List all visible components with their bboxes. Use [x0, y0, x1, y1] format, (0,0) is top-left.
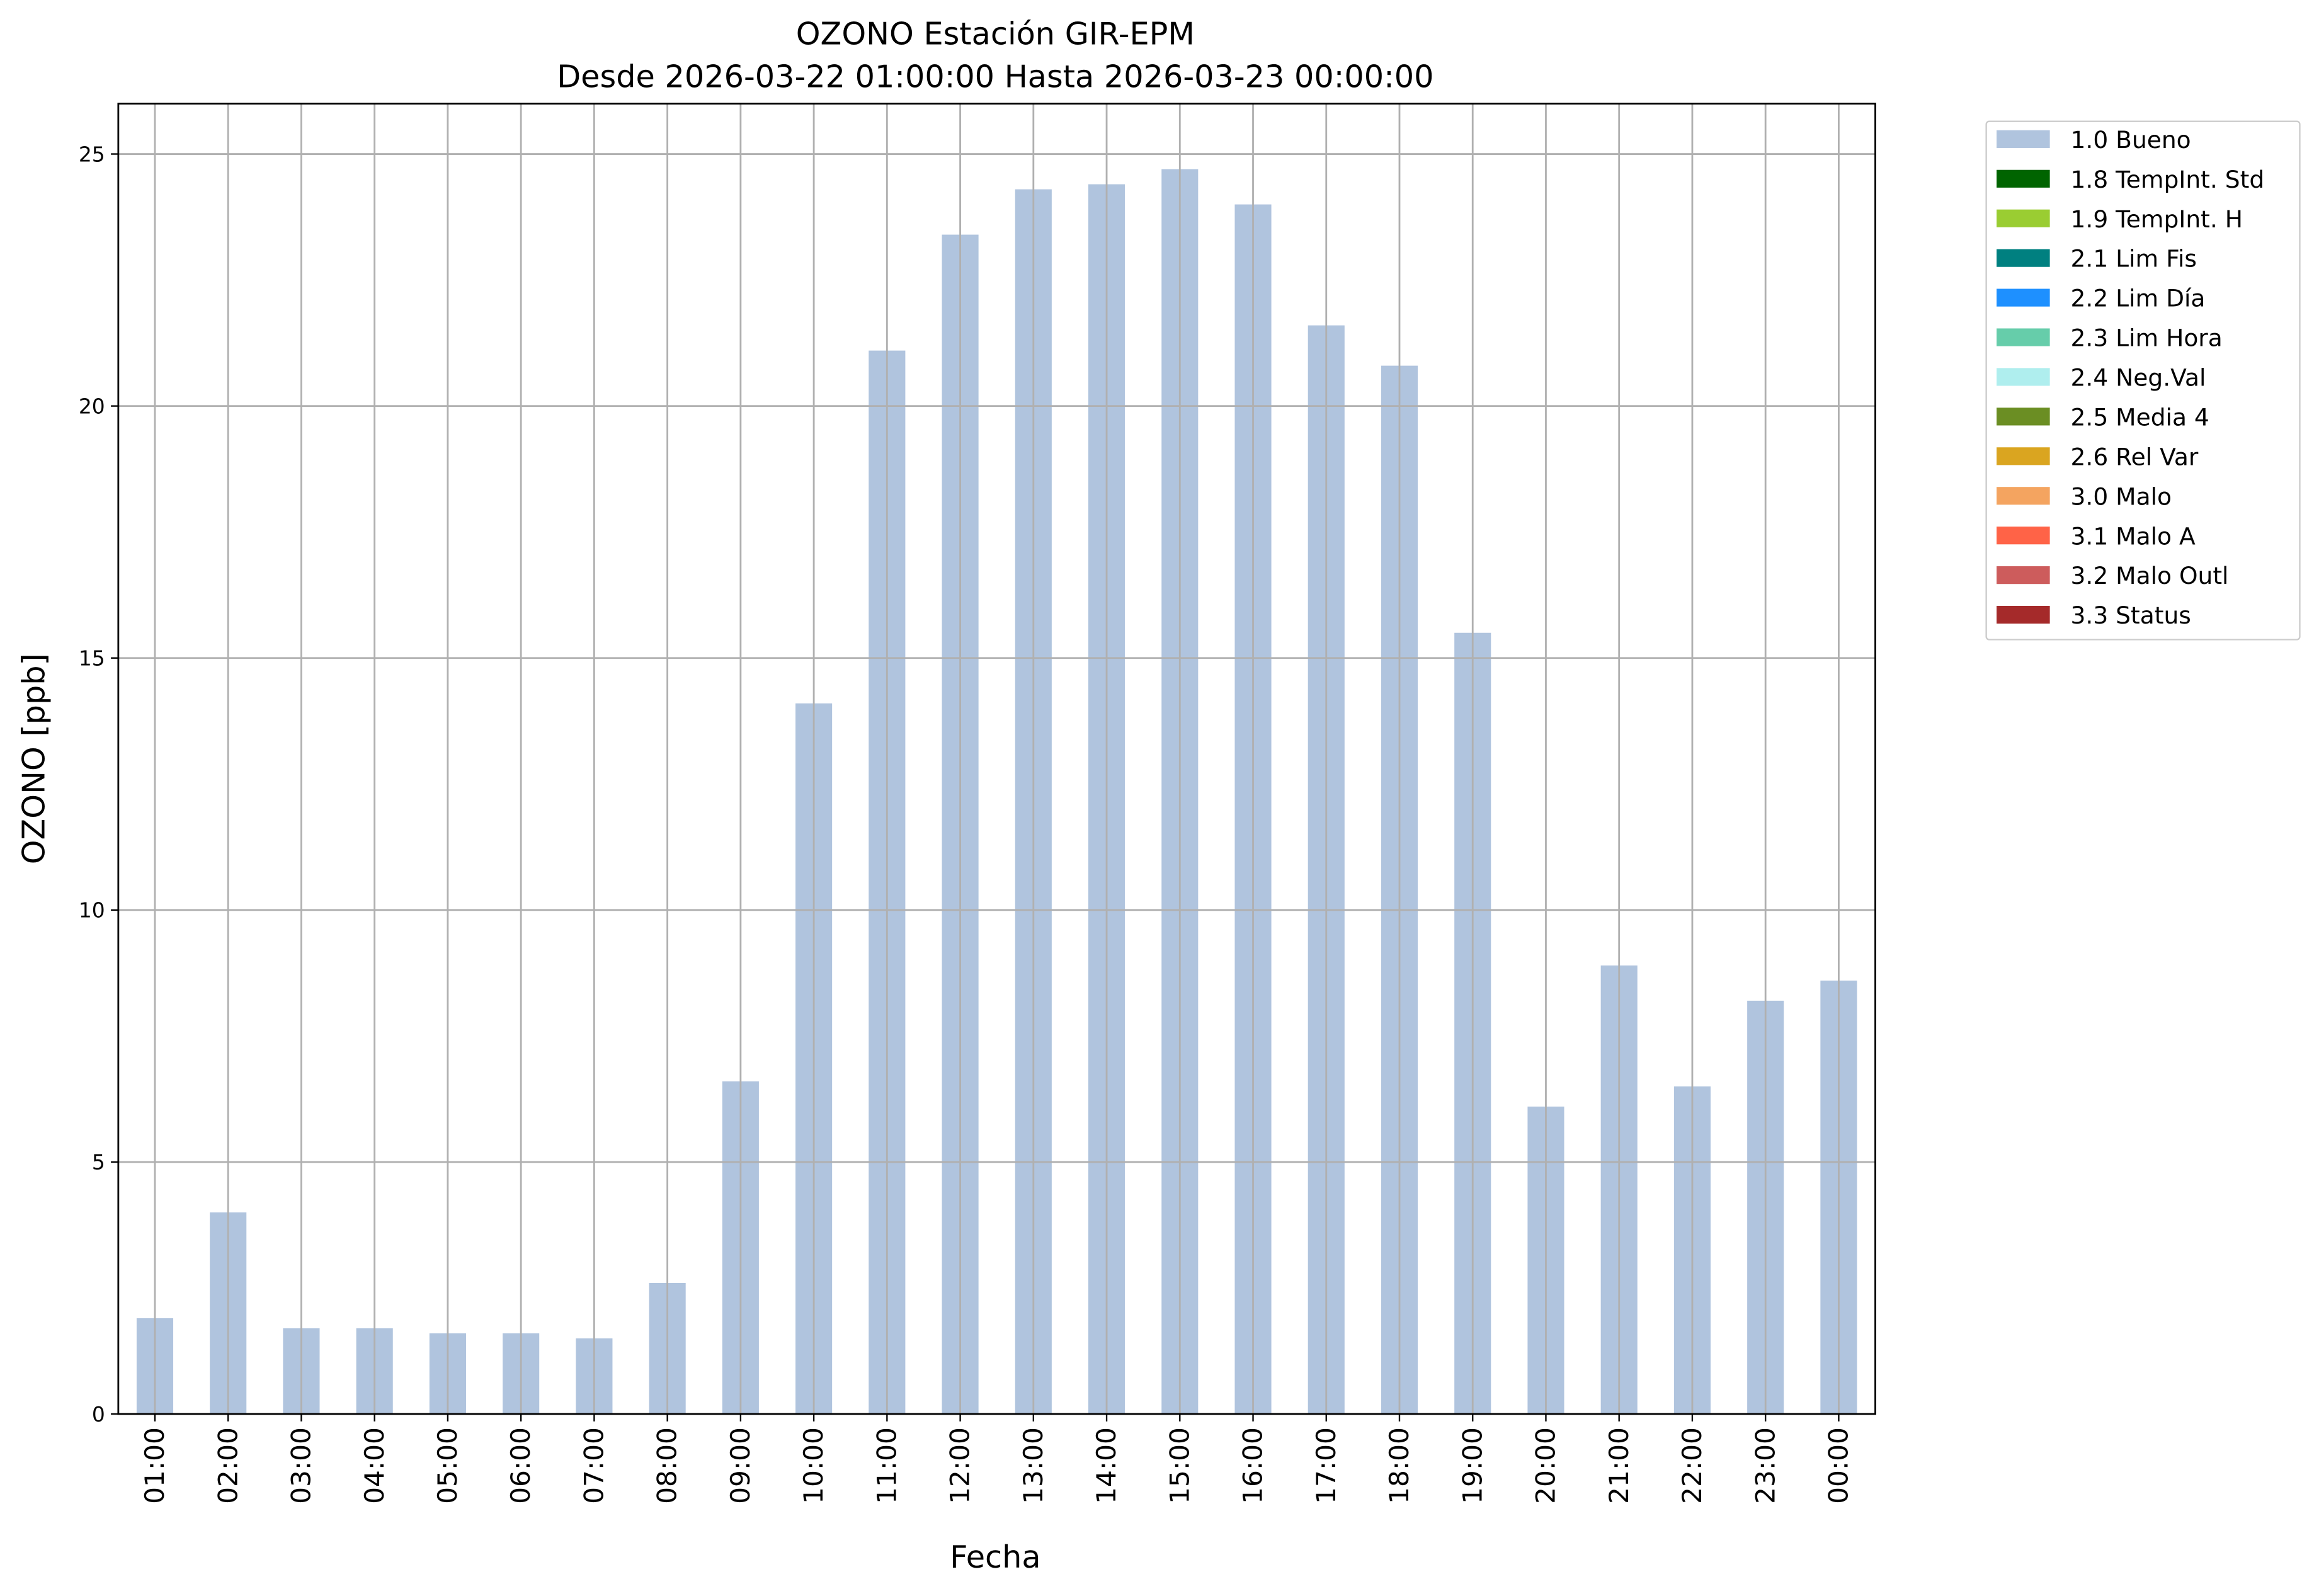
x-tick-label: 15:00: [1164, 1427, 1195, 1504]
legend-swatch: [1997, 209, 2050, 227]
legend-label: 2.4 Neg.Val: [2071, 364, 2206, 392]
x-tick-label: 03:00: [286, 1427, 317, 1504]
x-tick-label: 06:00: [505, 1427, 536, 1504]
x-tick-label: 20:00: [1530, 1427, 1561, 1504]
x-tick-label: 17:00: [1311, 1427, 1342, 1504]
x-tick-label: 08:00: [652, 1427, 683, 1504]
x-tick-label: 07:00: [578, 1427, 609, 1504]
legend-label: 2.3 Lim Hora: [2071, 324, 2223, 352]
x-tick-label: 10:00: [798, 1427, 829, 1504]
chart-title: OZONO Estación GIR-EPM: [796, 16, 1195, 52]
legend-swatch: [1997, 527, 2050, 545]
x-tick-label: 00:00: [1823, 1427, 1854, 1504]
legend-swatch: [1997, 605, 2050, 624]
legend-label: 1.9 TempInt. H: [2071, 205, 2243, 233]
x-tick-label: 02:00: [212, 1427, 243, 1504]
legend-label: 1.0 Bueno: [2071, 126, 2191, 154]
legend-label: 3.0 Malo: [2071, 482, 2172, 510]
x-tick-label: 23:00: [1750, 1427, 1781, 1504]
chart-subtitle: Desde 2026-03-22 01:00:00 Hasta 2026-03-…: [557, 59, 1433, 95]
legend-swatch: [1997, 368, 2050, 386]
legend-swatch: [1997, 169, 2050, 188]
x-tick-label: 01:00: [139, 1427, 170, 1504]
legend-swatch: [1997, 408, 2050, 426]
y-tick-label: 0: [92, 1402, 105, 1427]
x-axis-label: Fecha: [950, 1539, 1041, 1575]
x-tick-label: 18:00: [1384, 1427, 1415, 1504]
legend-swatch: [1997, 288, 2050, 307]
legend-swatch: [1997, 487, 2050, 505]
y-tick-label: 15: [79, 646, 105, 670]
x-tick-label: 05:00: [432, 1427, 463, 1504]
x-tick-label: 21:00: [1604, 1427, 1634, 1504]
x-tick-label: 12:00: [945, 1427, 976, 1504]
legend-label: 3.3 Status: [2071, 601, 2191, 629]
y-tick-label: 5: [92, 1150, 105, 1175]
y-axis-label: OZONO [ppb]: [15, 653, 52, 864]
legend-label: 2.1 Lim Fis: [2071, 245, 2197, 273]
y-tick-label: 10: [79, 898, 105, 923]
x-tick-label: 22:00: [1677, 1427, 1707, 1504]
legend-swatch: [1997, 447, 2050, 465]
legend-label: 2.6 Rel Var: [2071, 443, 2199, 470]
legend-label: 3.2 Malo Outl: [2071, 562, 2229, 590]
x-tick-label: 16:00: [1238, 1427, 1268, 1504]
x-tick-label: 14:00: [1091, 1427, 1122, 1504]
x-tick-label: 19:00: [1457, 1427, 1488, 1504]
x-tick-label: 13:00: [1018, 1427, 1049, 1504]
legend-swatch: [1997, 130, 2050, 148]
legend-box: [1985, 120, 2301, 641]
legend-swatch: [1997, 249, 2050, 267]
y-tick-label: 20: [79, 394, 105, 418]
plot-frame: [117, 103, 1876, 1415]
legend-label: 1.8 TempInt. Std: [2071, 166, 2265, 193]
x-tick-label: 04:00: [359, 1427, 390, 1504]
legend-label: 3.1 Malo A: [2071, 522, 2196, 550]
legend-label: 2.2 Lim Día: [2071, 285, 2206, 312]
x-tick-label: 09:00: [725, 1427, 756, 1504]
legend-swatch: [1997, 328, 2050, 346]
x-tick-label: 11:00: [871, 1427, 902, 1504]
legend-label: 2.5 Media 4: [2071, 403, 2209, 431]
y-tick-label: 25: [79, 142, 105, 166]
legend-swatch: [1997, 566, 2050, 584]
